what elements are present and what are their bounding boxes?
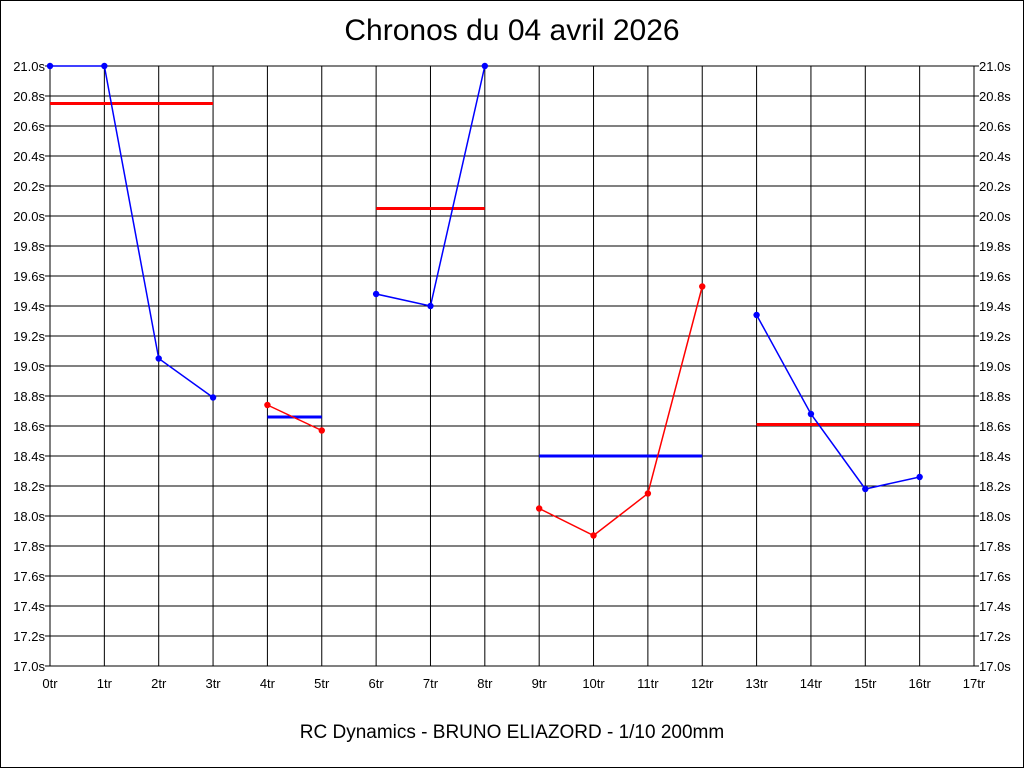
y-tick-label-right: 20.2s xyxy=(979,179,1011,194)
x-tick-label: 17tr xyxy=(963,676,986,691)
y-tick-label-left: 17.4s xyxy=(13,599,45,614)
y-tick-label-left: 18.6s xyxy=(13,419,45,434)
x-tick-label: 3tr xyxy=(205,676,221,691)
data-point xyxy=(264,401,271,409)
y-tick-label-right: 18.6s xyxy=(979,419,1011,434)
y-tick-label-right: 17.8s xyxy=(979,539,1011,554)
data-point xyxy=(644,490,652,497)
x-tick-label: 16tr xyxy=(908,676,931,691)
y-tick-label-left: 18.4s xyxy=(13,449,45,464)
y-tick-label-left: 19.0s xyxy=(13,359,45,374)
data-point xyxy=(372,290,380,298)
y-tick-label-right: 19.0s xyxy=(979,359,1011,374)
y-tick-label-left: 19.6s xyxy=(13,269,45,284)
x-tick-label: 11tr xyxy=(637,676,659,691)
x-tick-label: 12tr xyxy=(691,676,714,691)
y-tick-label-right: 17.2s xyxy=(979,629,1011,644)
series-line xyxy=(538,286,703,537)
y-tick-label-right: 17.6s xyxy=(979,569,1011,584)
y-tick-label-left: 18.8s xyxy=(13,389,45,404)
y-tick-label-right: 19.4s xyxy=(979,299,1011,314)
data-point xyxy=(481,62,489,70)
y-tick-label-left: 20.8s xyxy=(13,89,45,104)
y-tick-label-right: 19.2s xyxy=(979,329,1011,344)
y-tick-label-left: 19.2s xyxy=(13,329,45,344)
x-tick-label: 0tr xyxy=(42,676,58,691)
y-tick-label-right: 18.4s xyxy=(979,449,1011,464)
y-tick-label-left: 20.4s xyxy=(13,149,45,164)
y-tick-label-left: 17.0s xyxy=(13,659,45,674)
data-point xyxy=(753,311,760,319)
data-point xyxy=(101,62,108,70)
series-line xyxy=(50,65,214,399)
x-tick-label: 9tr xyxy=(532,676,548,691)
y-tick-label-right: 18.2s xyxy=(979,479,1011,494)
y-tick-label-left: 18.2s xyxy=(13,479,45,494)
data-point xyxy=(699,283,706,290)
y-tick-label-right: 17.4s xyxy=(979,599,1011,614)
series-line xyxy=(755,314,920,490)
data-point xyxy=(916,473,923,481)
y-tick-label-left: 21.0s xyxy=(13,59,45,74)
data-point xyxy=(590,532,597,539)
x-tick-label: 2tr xyxy=(151,676,167,691)
series-line xyxy=(267,404,323,432)
x-tick-label: 5tr xyxy=(314,676,330,691)
y-tick-label-right: 18.8s xyxy=(979,389,1011,404)
y-tick-label-right: 18.0s xyxy=(979,509,1011,524)
x-tick-label: 14tr xyxy=(800,676,823,691)
y-tick-label-right: 21.0s xyxy=(979,59,1011,74)
y-tick-label-left: 20.6s xyxy=(13,119,45,134)
y-tick-label-right: 20.4s xyxy=(979,149,1011,164)
y-tick-label-right: 17.0s xyxy=(979,659,1011,674)
y-tick-label-right: 19.6s xyxy=(979,269,1011,284)
y-tick-label-left: 17.6s xyxy=(13,569,45,584)
data-point xyxy=(807,410,815,418)
y-tick-label-right: 20.0s xyxy=(979,209,1011,224)
y-tick-label-right: 19.8s xyxy=(979,239,1011,254)
y-tick-label-left: 19.4s xyxy=(13,299,45,314)
data-point xyxy=(46,62,54,70)
x-tick-label: 13tr xyxy=(745,676,768,691)
chart-title: Chronos du 04 avril 2026 xyxy=(344,14,680,47)
x-tick-label: 1tr xyxy=(97,676,113,691)
plot-border xyxy=(49,65,975,667)
data-point xyxy=(209,394,217,401)
chart-footer: RC Dynamics - BRUNO ELIAZORD - 1/10 200m… xyxy=(299,722,725,743)
y-tick-label-left: 19.8s xyxy=(13,239,45,254)
y-tick-label-left: 20.0s xyxy=(13,209,45,224)
x-tick-label: 4tr xyxy=(260,676,276,691)
y-tick-label-left: 17.2s xyxy=(13,629,45,644)
x-tick-label: 8tr xyxy=(477,676,493,691)
data-point xyxy=(318,427,325,434)
y-tick-label-right: 20.6s xyxy=(979,119,1011,134)
data-point xyxy=(535,505,543,512)
x-tick-label: 7tr xyxy=(423,676,439,691)
x-tick-label: 6tr xyxy=(369,676,385,691)
data-point xyxy=(427,302,434,310)
x-tick-label: 10tr xyxy=(582,676,605,691)
x-tick-label: 15tr xyxy=(854,676,877,691)
y-tick-label-left: 20.2s xyxy=(13,179,45,194)
y-tick-label-left: 17.8s xyxy=(13,539,45,554)
data-point xyxy=(155,355,162,362)
data-point xyxy=(862,485,869,493)
y-tick-label-right: 20.8s xyxy=(979,89,1011,104)
y-tick-label-left: 18.0s xyxy=(13,509,45,524)
